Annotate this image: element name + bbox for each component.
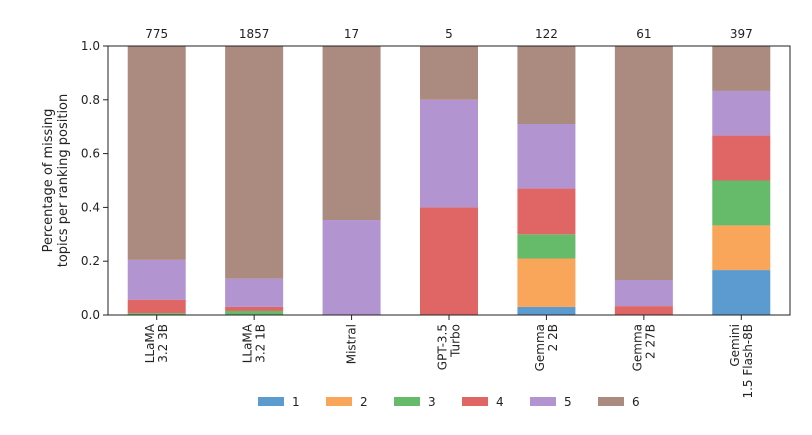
legend-label-5: 5	[564, 395, 572, 409]
bar-segment-7-series-3	[712, 180, 771, 226]
legend-swatch-4	[462, 397, 488, 406]
bar-segment-7-series-2	[712, 225, 771, 271]
bar-segment-4-series-6	[420, 46, 478, 100]
legend: 1 2 3 4 5 6	[258, 395, 640, 409]
bar-segment-5-series-5	[517, 124, 576, 189]
bar-segment-5-series-4	[517, 188, 576, 235]
bar-segment-6-series-6	[614, 46, 673, 281]
bar-segment-5-series-3	[517, 234, 576, 259]
count-label: 17	[344, 27, 359, 41]
legend-swatch-6	[598, 397, 624, 406]
bar-segment-7-series-5	[712, 90, 771, 136]
x-axis: LLaMA3.2 3B LLaMA3.2 1B Mistral GPT-3.5Turb…	[143, 315, 755, 399]
x-tick-label: LLaMA3.2 1B	[241, 323, 268, 363]
count-label: 397	[730, 27, 753, 41]
y-tick-label: 1.0	[81, 39, 100, 53]
bar-segment-7-series-6	[712, 46, 771, 91]
count-label: 5	[445, 27, 453, 41]
legend-label-2: 2	[360, 395, 368, 409]
x-tick-label: Gemma2 2B	[533, 324, 560, 371]
bar-segment-5-series-1	[517, 306, 576, 315]
y-tick-label: 0.8	[81, 93, 100, 107]
legend-swatch-3	[394, 397, 420, 406]
count-label: 1857	[239, 27, 270, 41]
bar-segment-3-series-6	[322, 46, 381, 221]
bar-segment-3-series-5	[322, 220, 381, 315]
y-tick-label: 0.0	[81, 308, 100, 322]
bar-count-labels: 775 1857 17 5 122 61 397	[145, 27, 752, 41]
bar-segment-5-series-6	[517, 46, 576, 125]
x-tick-label: Gemma2 27B	[630, 324, 657, 371]
plot-area	[107, 45, 791, 316]
legend-label-6: 6	[632, 395, 640, 409]
bar-segment-2-series-6	[225, 46, 284, 279]
x-tick-label: Mistral	[345, 324, 359, 364]
bar-segment-6-series-4	[614, 306, 673, 315]
bar-segment-5-series-2	[517, 258, 576, 307]
bar-segment-1-series-6	[127, 46, 186, 260]
y-axis: 0.0 0.2 0.4 0.6 0.8 1.0	[81, 39, 108, 322]
bar-segment-6-series-5	[614, 280, 673, 307]
bar-segment-2-series-4	[225, 306, 284, 311]
bar-segment-4-series-4	[420, 207, 478, 315]
y-tick-label: 0.4	[81, 200, 100, 214]
bar-segment-4-series-5	[420, 99, 478, 208]
x-tick-label: GPT-3.5Turbo	[436, 324, 463, 370]
legend-label-3: 3	[428, 395, 436, 409]
y-tick-label: 0.2	[81, 254, 100, 268]
count-label: 122	[535, 27, 558, 41]
bar-segment-1-series-3	[127, 313, 186, 315]
count-label: 775	[145, 27, 168, 41]
legend-label-1: 1	[292, 395, 300, 409]
y-tick-label: 0.6	[81, 147, 100, 161]
legend-label-4: 4	[496, 395, 504, 409]
legend-swatch-2	[326, 397, 352, 406]
legend-swatch-1	[258, 397, 284, 406]
count-label: 61	[636, 27, 651, 41]
bar-segment-2-series-3	[225, 310, 284, 315]
bar-segment-2-series-5	[225, 278, 284, 307]
bar-segment-7-series-1	[712, 270, 771, 315]
y-axis-label: Percentage of missingtopics per ranking …	[41, 94, 71, 268]
bar-segment-1-series-4	[127, 299, 186, 314]
bar-segment-1-series-5	[127, 259, 186, 300]
legend-swatch-5	[530, 397, 556, 406]
bar-segment-7-series-4	[712, 135, 771, 181]
x-tick-label: Gemini1.5 Flash-8B	[728, 324, 755, 399]
x-tick-label: LLaMA3.2 3B	[143, 323, 170, 363]
